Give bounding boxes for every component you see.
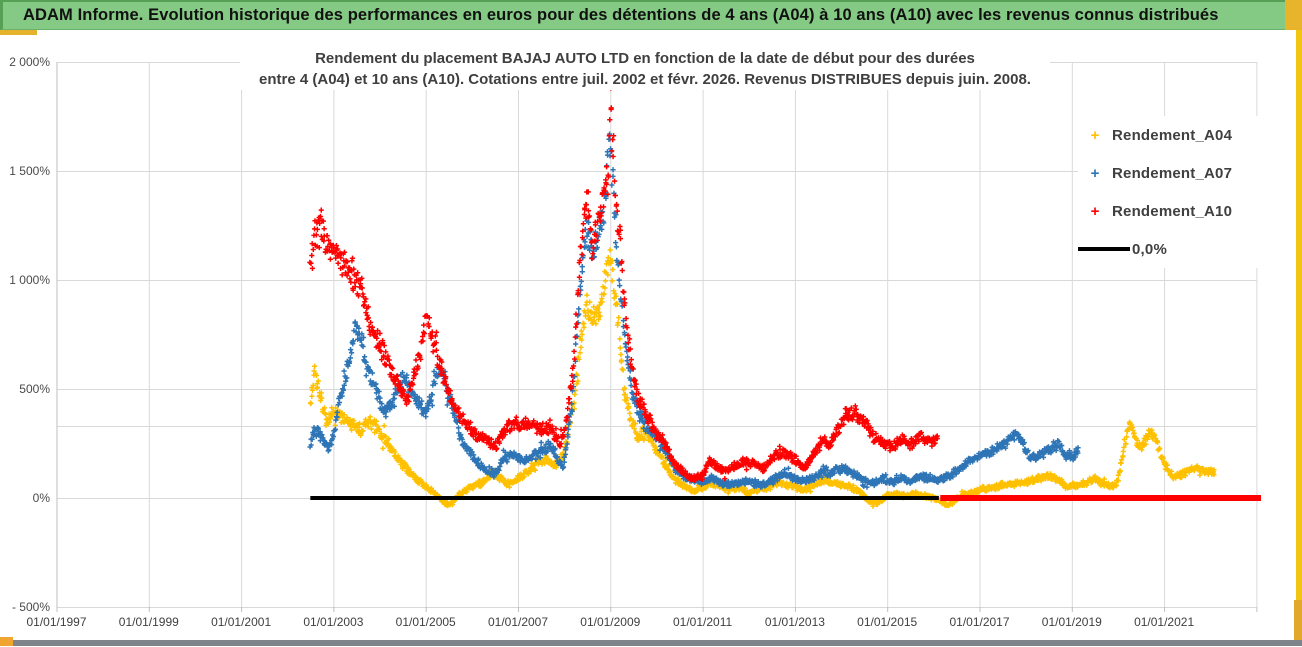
- header-gold-corner-accent: [1285, 0, 1302, 30]
- header-bar: ADAM Informe. Evolution historique des p…: [0, 0, 1285, 30]
- legend-label: 0,0%: [1132, 240, 1167, 258]
- chart-legend: + Rendement_A04 + Rendement_A07 + Rendem…: [1078, 116, 1260, 268]
- right-scroll-strip-bottom[interactable]: [1294, 600, 1302, 640]
- x-axis-tick-label: 01/01/2015: [857, 615, 918, 629]
- plus-marker-icon: +: [1090, 126, 1100, 144]
- legend-label: Rendement_A04: [1112, 126, 1233, 144]
- legend-item-a04: + Rendement_A04: [1078, 116, 1260, 154]
- right-scroll-strip[interactable]: [1296, 30, 1302, 640]
- header-gold-underline-accent: [0, 30, 37, 35]
- chart-title-line2: entre 4 (A04) et 10 ans (A10). Cotations…: [259, 71, 1031, 88]
- bottom-gold-accent: [0, 637, 13, 646]
- x-axis-tick-label: 01/01/2011: [673, 615, 733, 629]
- legend-item-zero-line: 0,0%: [1078, 230, 1260, 268]
- x-axis-tick-label: 01/01/2005: [395, 615, 456, 629]
- x-axis-tick-label: 01/01/2009: [580, 615, 641, 629]
- legend-label: Rendement_A10: [1112, 202, 1233, 220]
- page-title: ADAM Informe. Evolution historique des p…: [23, 6, 1219, 24]
- y-axis-tick-label: 1 000%: [9, 273, 50, 287]
- zero-line-icon: [1078, 247, 1130, 251]
- plus-marker-icon: +: [1090, 202, 1100, 220]
- legend-label: Rendement_A07: [1112, 164, 1233, 182]
- legend-item-a07: + Rendement_A07: [1078, 154, 1260, 192]
- plus-marker-icon: +: [1090, 164, 1100, 182]
- x-axis-tick-label: 01/01/2007: [487, 615, 549, 629]
- x-axis-tick-label: 01/01/2001: [211, 615, 272, 629]
- x-axis-tick-label: 01/01/1999: [118, 615, 179, 629]
- legend-item-a10: + Rendement_A10: [1078, 192, 1260, 230]
- x-axis-tick-label: 01/01/2019: [1041, 615, 1102, 629]
- chart-title-line1: Rendement du placement BAJAJ AUTO LTD en…: [315, 50, 975, 67]
- x-axis-tick-label: 01/01/2013: [764, 615, 825, 629]
- x-axis-tick-label: 01/01/2017: [949, 615, 1010, 629]
- chart-title: Rendement du placement BAJAJ AUTO LTD en…: [240, 48, 1050, 90]
- x-axis-tick-label: 01/01/1997: [26, 615, 87, 629]
- bottom-window-bar: [13, 640, 1302, 646]
- y-axis-tick-label: 1 500%: [9, 164, 50, 178]
- y-axis-tick-label: 0%: [32, 491, 50, 505]
- y-axis-tick-label: 2 000%: [9, 55, 50, 69]
- x-axis-tick-label: 01/01/2003: [303, 615, 364, 629]
- y-axis-tick-label: - 500%: [11, 600, 50, 614]
- y-axis-tick-label: 500%: [19, 382, 50, 396]
- x-axis-tick-label: 01/01/2021: [1134, 615, 1195, 629]
